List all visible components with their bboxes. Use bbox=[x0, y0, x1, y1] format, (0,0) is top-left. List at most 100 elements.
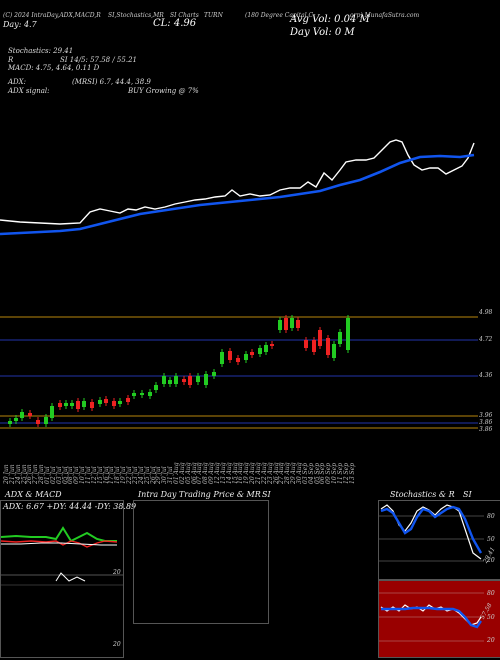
macd-line bbox=[55, 572, 86, 582]
candle-body bbox=[270, 344, 274, 346]
price-level-5: 3.86 bbox=[479, 419, 493, 426]
candle-body bbox=[82, 401, 86, 407]
candle-body bbox=[212, 372, 216, 376]
candle-body bbox=[104, 399, 108, 403]
date-label: 13 Sep bbox=[348, 462, 356, 484]
candle-body bbox=[140, 393, 144, 395]
price-line-chart bbox=[0, 139, 478, 429]
rsi-scale-50: 50 bbox=[487, 614, 495, 621]
stoch-scale-50: 50 bbox=[487, 536, 495, 543]
candle-body bbox=[220, 352, 224, 364]
candle-body bbox=[28, 413, 32, 416]
candle-body bbox=[168, 380, 172, 384]
candle-body bbox=[244, 354, 248, 360]
candle-body bbox=[132, 393, 136, 396]
candle-body bbox=[98, 400, 102, 404]
header-ticker: TURN bbox=[204, 12, 223, 19]
candle-body bbox=[50, 406, 54, 418]
intraday-panel-title: Intra Day Trading Price & MR bbox=[138, 490, 261, 499]
price-level-4: 3.96 bbox=[479, 412, 493, 419]
candle-body bbox=[20, 412, 24, 418]
candle-body bbox=[174, 376, 178, 384]
candle-body bbox=[304, 340, 308, 348]
candle-body bbox=[204, 374, 208, 385]
price-level-2: 4.72 bbox=[479, 336, 493, 343]
candle-body bbox=[196, 376, 200, 382]
avg-volume: Avg Vol: 0.04 M bbox=[290, 14, 370, 25]
candle-body bbox=[58, 403, 62, 407]
macd-readout: MACD: 4.75, 4.64, 0.11 D bbox=[8, 64, 100, 72]
candle-body bbox=[346, 318, 350, 350]
adx-panel-title: ADX & MACD bbox=[5, 490, 62, 499]
candle-body bbox=[228, 351, 232, 360]
stochastics-readout: Stochastics: 29.41 bbox=[8, 47, 74, 55]
adx-macd-panel: ADX: 6.67 +DY: 44.44 -DY: 38.89 20 20 bbox=[0, 500, 136, 658]
adx-signal-value: BUY Growing @ 7% bbox=[128, 87, 199, 95]
header-credit: (C) 2024 IntraDay,ADX,MACD,R bbox=[3, 12, 101, 19]
candle-body bbox=[44, 417, 48, 424]
candle-body bbox=[236, 358, 240, 362]
rsi-scale-20: 20 bbox=[487, 637, 495, 644]
header-indicators-list: SI,Stochastics,MR bbox=[108, 12, 164, 19]
stoch-panel-title: Stochastics & R bbox=[390, 490, 455, 499]
candle-body bbox=[250, 352, 254, 355]
stoch-panel-title-right: SI bbox=[463, 490, 472, 499]
stochastics-panel: 80 50 20 29.41 bbox=[378, 500, 500, 580]
intraday-panel bbox=[133, 500, 269, 624]
price-level-6: 3.86 bbox=[479, 426, 493, 433]
candle-body bbox=[332, 344, 336, 358]
day-volume: Day Vol: 0 M bbox=[290, 27, 355, 38]
stoch-scale-80: 80 bbox=[487, 513, 495, 520]
adx-chart bbox=[0, 526, 123, 586]
candle-body bbox=[8, 421, 12, 424]
candle-body bbox=[264, 345, 268, 352]
header-close-price: CL: 4.96 bbox=[153, 18, 197, 29]
candle-body bbox=[14, 418, 18, 421]
rsi-prefix: R bbox=[8, 56, 14, 64]
candle-body bbox=[148, 392, 152, 396]
candle-body bbox=[126, 398, 130, 402]
mrsi-readout: (MRSI) 6.7, 44.4, 38.9 bbox=[72, 78, 151, 86]
candle-body bbox=[90, 402, 94, 408]
header-source: orp) MunafaSutra.com bbox=[350, 12, 420, 19]
macd-scale-label: 20 bbox=[113, 641, 121, 648]
ema-line bbox=[0, 153, 475, 236]
stochastics-chart bbox=[379, 504, 484, 562]
candle-body bbox=[64, 403, 68, 406]
header-charts-label: SI Charts bbox=[170, 12, 199, 19]
rsi-scale-80: 80 bbox=[487, 590, 495, 597]
candle-body bbox=[326, 338, 330, 355]
candle-body bbox=[284, 318, 288, 330]
price-level-3: 4.36 bbox=[479, 372, 493, 379]
candle-body bbox=[338, 332, 342, 344]
adx-scale-label: 20 bbox=[113, 569, 121, 576]
price-level-1: 4.98 bbox=[479, 309, 493, 316]
candle-body bbox=[290, 318, 294, 328]
stoch-scale-20: 20 bbox=[487, 557, 495, 564]
candle-body bbox=[112, 401, 116, 406]
intraday-panel-title-right: SI bbox=[262, 490, 271, 499]
stoch-d-line bbox=[380, 505, 483, 554]
candle-body bbox=[36, 420, 40, 424]
price-line bbox=[0, 139, 475, 225]
candle-body bbox=[70, 403, 74, 406]
rsi-panel: 80 50 20 57.58 bbox=[378, 580, 500, 658]
candle-body bbox=[188, 376, 192, 385]
rsi-readout: SI 14/5: 57.58 / 55.21 bbox=[60, 56, 137, 64]
rsi-line bbox=[381, 606, 482, 629]
adx-label: ADX: bbox=[8, 78, 27, 86]
candle-body bbox=[182, 379, 186, 382]
plus-di-line bbox=[0, 526, 117, 543]
rsi-chart bbox=[379, 592, 484, 642]
adx-line bbox=[1, 542, 117, 546]
adx-readout: ADX: 6.67 +DY: 44.44 -DY: 38.89 bbox=[3, 502, 137, 511]
candle-body bbox=[296, 320, 300, 328]
adx-signal-label: ADX signal: bbox=[8, 87, 50, 95]
candle-body bbox=[154, 385, 158, 390]
candle-body bbox=[258, 348, 262, 354]
candle-body bbox=[118, 401, 122, 404]
header-day-label: Day: 4.7 bbox=[3, 20, 37, 29]
candle-body bbox=[312, 340, 316, 352]
candle-body bbox=[76, 401, 80, 409]
candle-body bbox=[318, 330, 322, 346]
